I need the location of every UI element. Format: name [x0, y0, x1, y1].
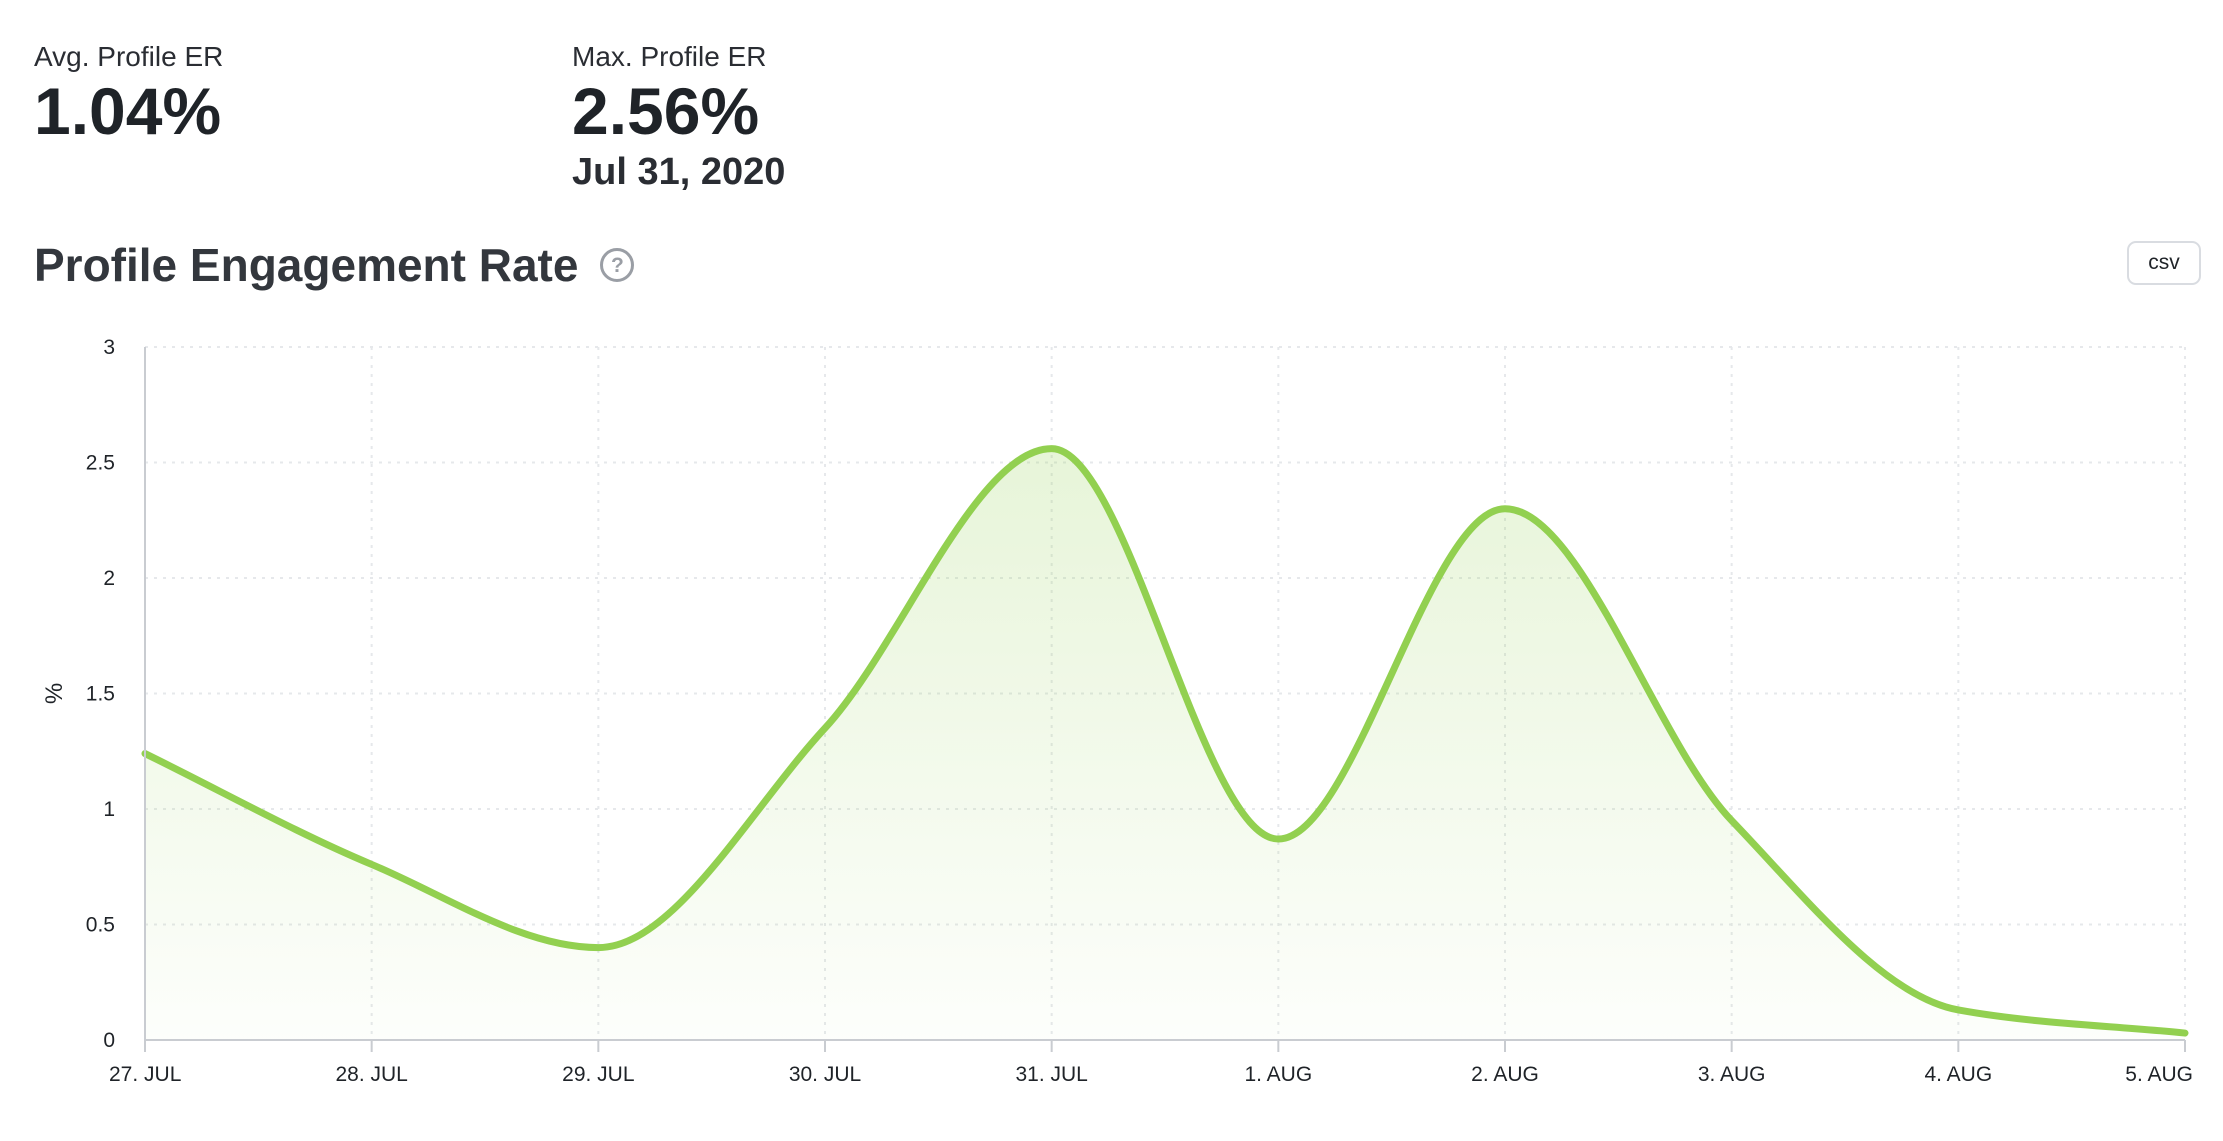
y-axis-title: %: [41, 683, 68, 704]
x-tick-label: 5. AUG: [2125, 1063, 2193, 1086]
x-axis-ticks: 27. JUL 28. JUL 29. JUL 30. JUL 31. JUL 1. AU…: [109, 1063, 2193, 1086]
x-tick-label: 29. JUL: [562, 1063, 634, 1086]
data-point: [1274, 835, 1282, 843]
avg-profile-er-label: Avg. Profile ER: [34, 41, 224, 72]
x-tick-label: 1. AUG: [1244, 1063, 1312, 1086]
y-tick-label: 1.5: [86, 683, 115, 706]
y-tick-label: 2: [103, 567, 115, 590]
x-tick-label: 3. AUG: [1698, 1063, 1766, 1086]
series-area: [145, 448, 2185, 1040]
y-tick-label: 1: [103, 798, 115, 821]
y-tick-label: 2.5: [86, 452, 115, 475]
data-point: [594, 944, 602, 952]
max-profile-er-stat: Max. Profile ER 2.56% Jul 31, 2020: [572, 40, 785, 194]
csv-export-button[interactable]: csv: [2127, 241, 2201, 285]
max-profile-er-date: Jul 31, 2020: [572, 151, 786, 193]
data-point: [821, 724, 829, 732]
y-tick-label: 0: [103, 1029, 115, 1052]
data-point: [1954, 1006, 1962, 1014]
max-profile-er-value: 2.56%: [572, 74, 760, 148]
data-point: [1048, 445, 1056, 453]
chart-title: Profile Engagement Rate: [34, 239, 579, 291]
max-profile-er-label: Max. Profile ER: [572, 41, 767, 72]
x-tick-label: 27. JUL: [109, 1063, 181, 1086]
area-fill: [145, 448, 2185, 1040]
y-tick-label: 3: [103, 336, 115, 359]
data-point: [1501, 505, 1509, 513]
x-tick-label: 30. JUL: [789, 1063, 861, 1086]
avg-profile-er-value: 1.04%: [34, 74, 222, 148]
axes: [144, 347, 2186, 1052]
data-point: [141, 750, 149, 758]
data-point: [1728, 817, 1736, 825]
data-point: [368, 860, 376, 868]
chart-header: Profile Engagement Rate ?: [34, 238, 635, 292]
y-axis-ticks: 0 0.5 1 1.5 2 2.5 3: [86, 336, 115, 1052]
series-line-path: [141, 445, 2189, 1037]
question-circle-icon[interactable]: ?: [600, 248, 635, 282]
avg-profile-er-stat: Avg. Profile ER 1.04%: [34, 40, 223, 146]
x-tick-label: 31. JUL: [1015, 1063, 1087, 1086]
x-tick-label: 28. JUL: [335, 1063, 407, 1086]
y-tick-label: 0.5: [86, 914, 115, 937]
data-point: [2181, 1029, 2189, 1037]
series-line: [141, 445, 2189, 1037]
x-tick-label: 4. AUG: [1924, 1063, 1992, 1086]
x-tick-label: 2. AUG: [1471, 1063, 1539, 1086]
